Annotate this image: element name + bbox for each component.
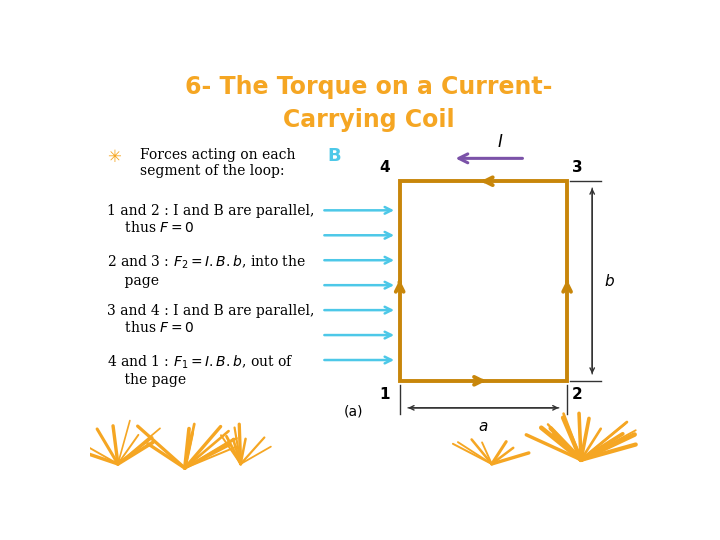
Text: 4: 4 xyxy=(379,160,390,175)
Text: $a$: $a$ xyxy=(478,420,489,435)
Text: $\mathbf{B}$: $\mathbf{B}$ xyxy=(327,146,341,165)
Text: Carrying Coil: Carrying Coil xyxy=(283,109,455,132)
Text: 2 and 3 : $F_2 = I.B.b$, into the
    page: 2 and 3 : $F_2 = I.B.b$, into the page xyxy=(107,254,306,288)
Text: 3: 3 xyxy=(572,160,582,175)
Text: ✳: ✳ xyxy=(107,148,121,166)
Text: $I$: $I$ xyxy=(497,133,503,151)
Text: $b$: $b$ xyxy=(605,273,616,289)
Text: 1 and 2 : I and B are parallel,
    thus $F = 0$: 1 and 2 : I and B are parallel, thus $F … xyxy=(107,204,314,235)
Text: 1: 1 xyxy=(379,387,390,402)
Text: 3 and 4 : I and B are parallel,
    thus $F = 0$: 3 and 4 : I and B are parallel, thus $F … xyxy=(107,304,314,335)
Text: 4 and 1 : $F_1 = I.B.b$, out of
    the page: 4 and 1 : $F_1 = I.B.b$, out of the page xyxy=(107,354,294,387)
Text: Forces acting on each
segment of the loop:: Forces acting on each segment of the loo… xyxy=(140,148,296,178)
Text: 6- The Torque on a Current-: 6- The Torque on a Current- xyxy=(185,75,553,99)
Text: (a): (a) xyxy=(344,405,364,419)
Text: 2: 2 xyxy=(572,387,583,402)
